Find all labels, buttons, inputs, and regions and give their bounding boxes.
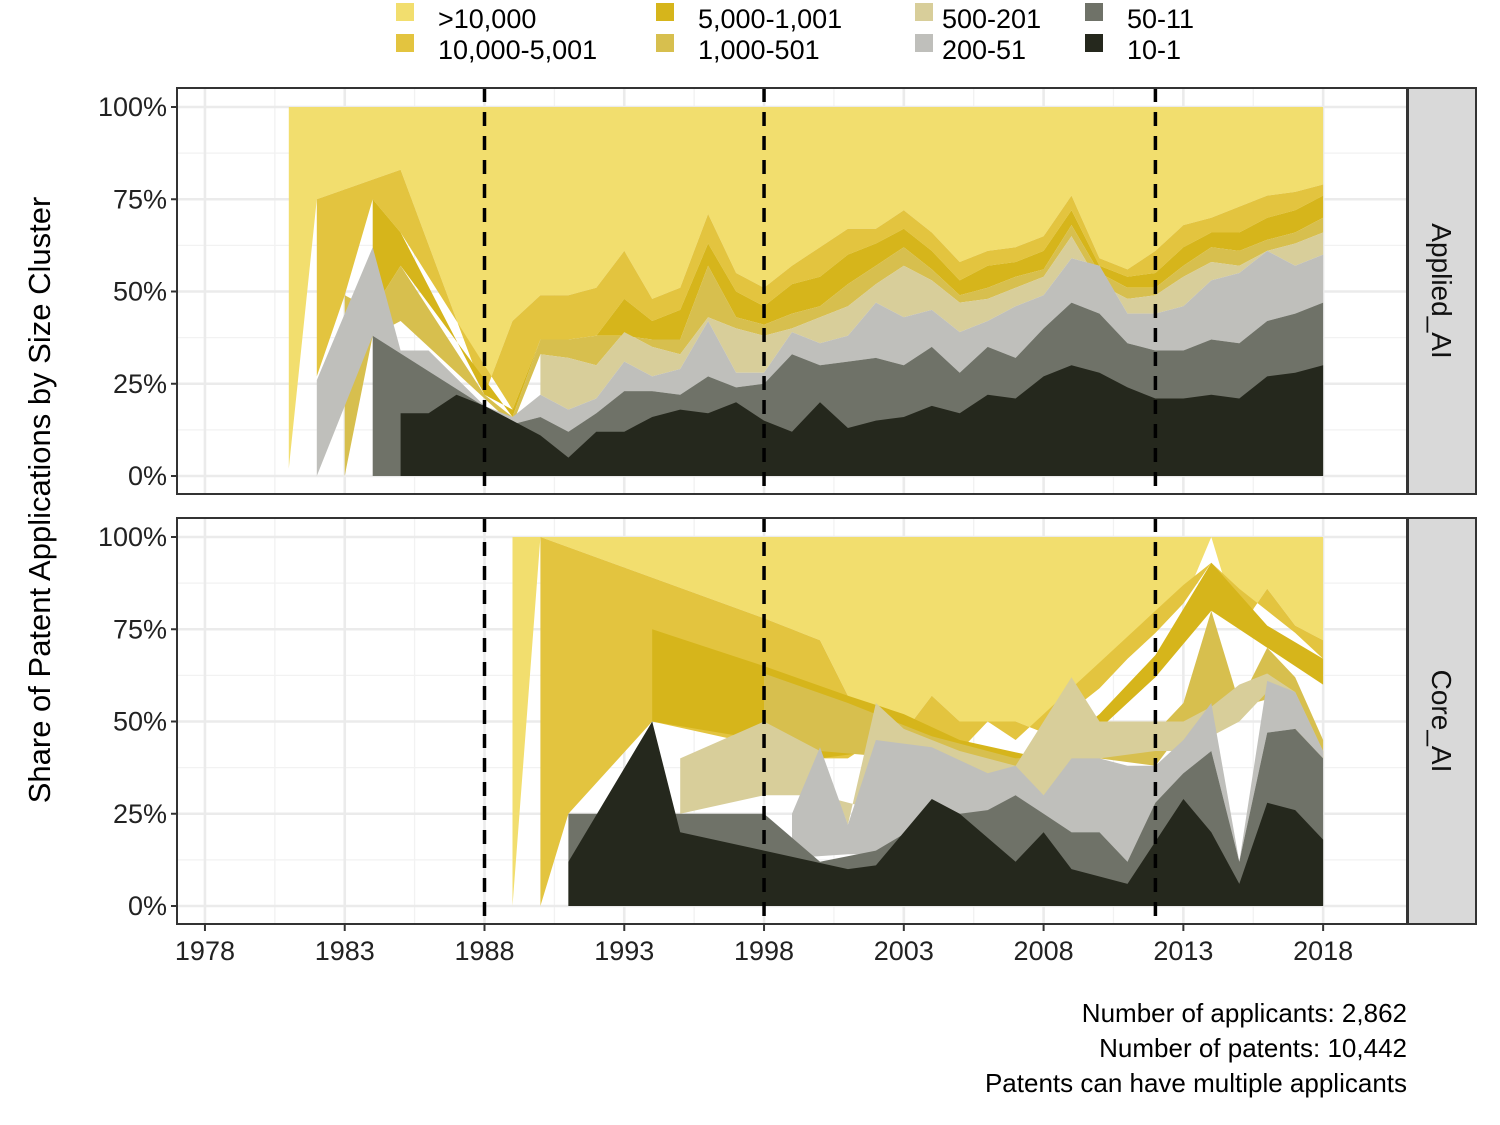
x-tick-label: 2018 xyxy=(1293,936,1353,966)
legend-item-10-000: >10,000 xyxy=(396,3,536,34)
legend-item-200-51: 200-51 xyxy=(915,34,1026,65)
y-tick-label: 0% xyxy=(128,891,167,921)
legend-swatch xyxy=(656,34,674,52)
y-tick-label: 75% xyxy=(113,184,167,214)
legend-item-50-11: 50-11 xyxy=(1085,3,1194,34)
y-tick-label: 100% xyxy=(98,92,167,122)
area-10-1 xyxy=(400,365,1324,476)
legend-swatch xyxy=(396,34,414,52)
facet-label: Core_AI xyxy=(1426,670,1457,773)
x-tick-label: 2013 xyxy=(1153,936,1213,966)
y-tick-label: 25% xyxy=(113,369,167,399)
legend-swatch xyxy=(915,34,933,52)
legend-label: 50-11 xyxy=(1127,4,1194,34)
legend-label: 1,000-501 xyxy=(698,35,820,65)
legend-item-1-000-501: 1,000-501 xyxy=(656,34,820,65)
panel-applied-ai: 0% 25% 50% 75% 100% Applied_AI xyxy=(98,87,1477,495)
x-tick-label: 1978 xyxy=(175,936,235,966)
area-500-201 xyxy=(540,232,1324,410)
legend-swatch xyxy=(1085,3,1103,21)
y-tick-label: 100% xyxy=(98,522,167,552)
legend-label: >10,000 xyxy=(438,4,536,34)
legend-label: 10-1 xyxy=(1127,35,1181,65)
legend-item-10-000-5-001: 10,000-5,001 xyxy=(396,34,597,65)
x-tick-label: 2008 xyxy=(1014,936,1074,966)
y-tick-label: 50% xyxy=(113,707,167,737)
x-tick-label: 1988 xyxy=(454,936,514,966)
area-10-000 xyxy=(512,537,1324,906)
legend-label: 200-51 xyxy=(942,35,1026,65)
area-1-000-501 xyxy=(344,217,1324,476)
facet-strip xyxy=(1407,87,1477,495)
panels: 0% 25% 50% 75% 100% Applied_AI 0% 25% 50% 75% 100%… xyxy=(98,87,1477,925)
legend-label: 10,000-5,001 xyxy=(438,35,597,65)
legend-swatch xyxy=(656,3,674,21)
legend-swatch xyxy=(915,3,933,21)
legend-swatch xyxy=(396,3,414,21)
x-tick-label: 2003 xyxy=(874,936,934,966)
area-10-000 xyxy=(288,107,1324,469)
caption: Number of applicants: 2,862 Number of pat… xyxy=(985,998,1407,1098)
legend-item-10-1: 10-1 xyxy=(1085,34,1181,65)
x-tick-label: 1998 xyxy=(734,936,794,966)
caption-line: Number of patents: 10,442 xyxy=(1099,1033,1407,1063)
legend-item-5-000-1-001: 5,000-1,001 xyxy=(656,3,842,34)
legend-label: 500-201 xyxy=(942,4,1041,34)
area-10-000-5-001 xyxy=(540,537,1324,906)
y-tick-label: 25% xyxy=(113,799,167,829)
legend-label: 5,000-1,001 xyxy=(698,4,842,34)
x-axis: 1978 1983 1988 1993 1998 2003 2008 2013 2018 xyxy=(175,924,1353,966)
y-axis-title: Share of Patent Applications by Size Clu… xyxy=(22,197,57,804)
facet-label: Applied_AI xyxy=(1426,223,1457,358)
legend-swatch xyxy=(1085,34,1103,52)
facet-strip xyxy=(1407,517,1477,925)
legend-item-500-201: 500-201 xyxy=(915,3,1041,34)
y-tick-label: 0% xyxy=(128,461,167,491)
caption-line: Number of applicants: 2,862 xyxy=(1082,998,1407,1028)
area-10-1 xyxy=(568,721,1324,906)
x-tick-label: 1993 xyxy=(594,936,654,966)
y-tick-label: 50% xyxy=(113,277,167,307)
y-tick-label: 75% xyxy=(113,614,167,644)
x-tick-label: 1983 xyxy=(315,936,375,966)
panel-core-ai: 0% 25% 50% 75% 100% Core_AI xyxy=(98,517,1477,925)
area-200-51 xyxy=(316,247,1324,476)
caption-line: Patents can have multiple applicants xyxy=(985,1068,1407,1098)
